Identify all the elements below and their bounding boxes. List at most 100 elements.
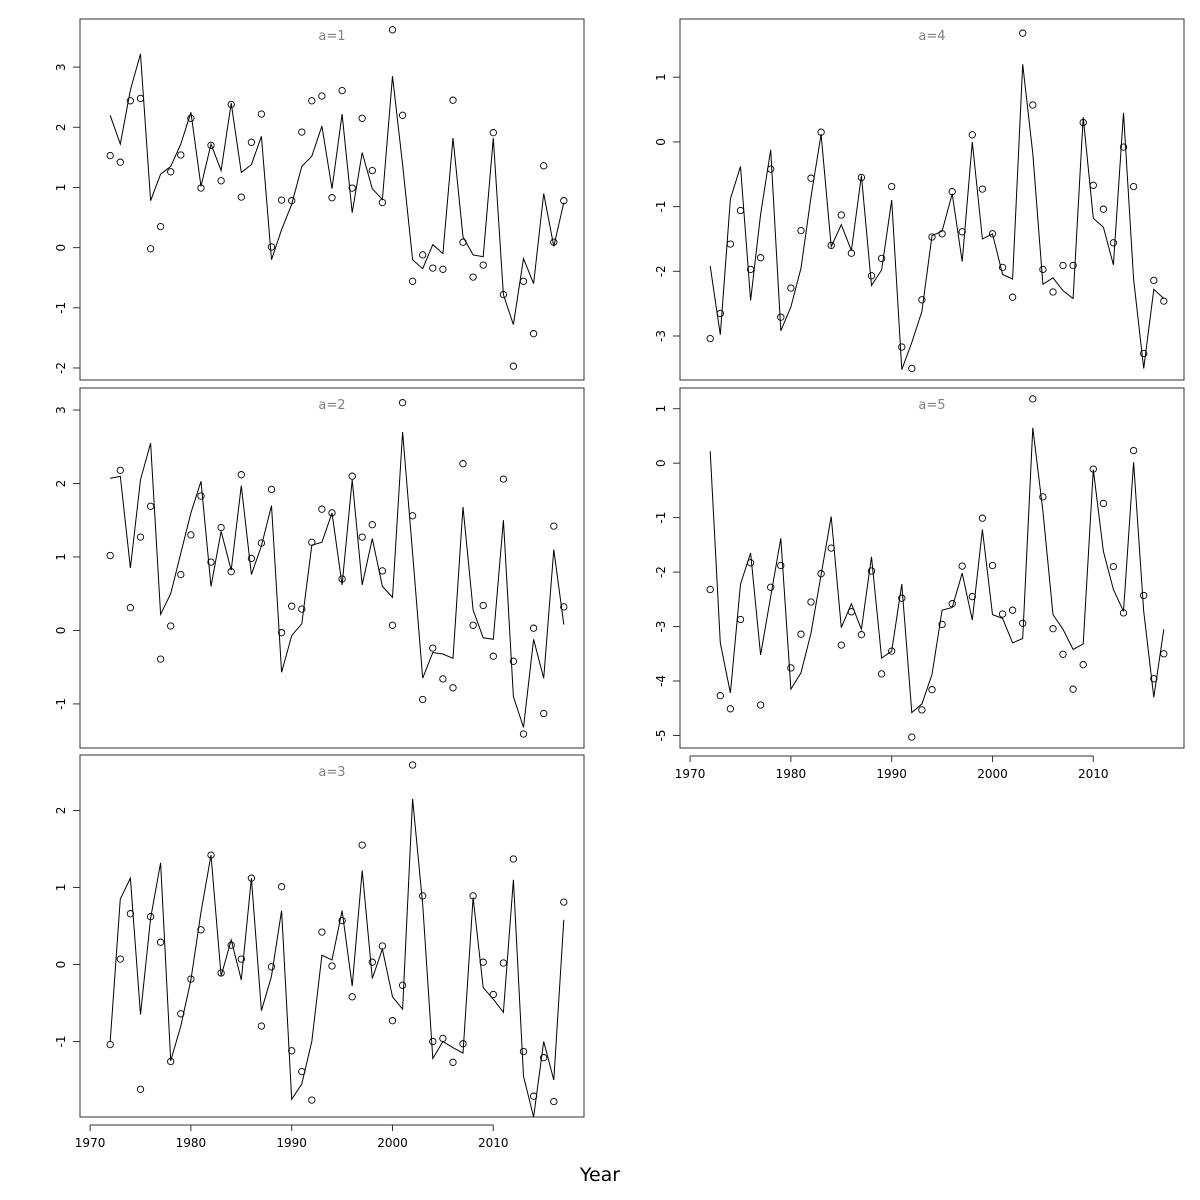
panel-a5-point — [988, 561, 997, 570]
panel-a2-point — [106, 551, 114, 560]
panel-a4-point — [928, 233, 936, 241]
panel-a2-point — [146, 502, 155, 510]
panel-a4: a=4 -3 -2 -1 0 1 — [654, 18, 1185, 381]
panel-a2-point — [449, 684, 457, 692]
panel-a2-point — [348, 472, 356, 480]
panel-a1-point — [197, 184, 205, 192]
panel-a1-ytick-label: -1 — [54, 302, 68, 314]
panel-a2-point — [439, 675, 447, 683]
panel-a3-point — [378, 942, 387, 950]
panel-a2-point — [277, 629, 286, 637]
panel-a3-point — [207, 851, 215, 859]
panel-a4-point — [1079, 118, 1087, 127]
panel-a2-point — [177, 570, 185, 579]
panel-a5-point — [1140, 591, 1148, 600]
panel-a2-point — [167, 622, 175, 630]
panel-a3: a=3 -1 0 1 2 1970 1980 1990 2000 2010 — [54, 754, 585, 1150]
panel-a3-point — [308, 1096, 316, 1104]
panel-a1-point — [499, 290, 508, 299]
panel-a1-point — [136, 94, 145, 103]
panel-a3-point — [167, 1057, 175, 1066]
panel-a2-point — [328, 509, 336, 517]
panel-a4-point — [787, 284, 795, 292]
panel-a1-point — [419, 251, 427, 259]
panel-a1-point — [550, 238, 558, 246]
panel-a4-ytick-label: 0 — [654, 138, 668, 146]
panel-a5-frame — [679, 387, 1185, 749]
panel-a3-ytick-label: 1 — [54, 884, 68, 892]
panel-a5-point — [938, 620, 946, 629]
panel-a2-ytick-label: 0 — [54, 627, 68, 635]
panel-a3-point — [489, 990, 497, 999]
panel-a1-point — [408, 277, 417, 285]
panel-a2-point — [459, 460, 467, 468]
panel-a2-point — [237, 471, 245, 479]
panel-a4-point — [958, 228, 966, 236]
panel-a2-point — [489, 652, 497, 660]
panel-a2-point — [288, 602, 296, 610]
panel-a3-title: a=3 — [318, 765, 345, 780]
panel-a5-ytick-label: -3 — [654, 621, 668, 633]
panel-a5-point — [827, 544, 835, 552]
panel-a4-point — [1150, 276, 1158, 285]
panel-a5-point — [867, 567, 876, 575]
panel-a5-point — [1099, 499, 1108, 508]
panel-a2-point — [378, 567, 387, 575]
panel-a3-point — [560, 898, 568, 906]
panel-a3-point — [227, 941, 235, 949]
panel-a3-point — [187, 975, 195, 983]
panel-a2-point — [519, 730, 528, 738]
panel-a2-point — [247, 554, 256, 563]
panel-a3-xtick-label: 1970 — [75, 1136, 106, 1150]
panel-a3-point — [298, 1067, 306, 1076]
panel-a3-point — [459, 1040, 467, 1048]
panel-a5-xtick-label: 1990 — [876, 767, 907, 781]
panel-a5-point — [736, 615, 745, 624]
panel-a4-point — [1008, 293, 1017, 301]
panel-a1-point — [187, 114, 195, 122]
panel-a3-point — [156, 938, 165, 946]
panel-a3-point — [267, 963, 276, 971]
panel-a2: a=2 -1 0 1 2 3 — [54, 387, 585, 749]
panel-a3-point — [449, 1058, 457, 1066]
panel-a4-ytick-label: -1 — [654, 201, 668, 213]
panel-a3-point — [479, 958, 487, 966]
panel-a3-point — [499, 959, 508, 967]
panel-a5-point — [1079, 661, 1087, 669]
panel-a3-point — [217, 969, 225, 977]
panel-a1-point — [348, 184, 356, 192]
panel-a1-point — [509, 362, 518, 370]
panel-a1-point — [207, 141, 215, 149]
panel-a2-point — [550, 522, 558, 530]
panel-a2-point — [529, 624, 538, 632]
panel-a5-point — [847, 608, 856, 616]
panel-a5-point — [1069, 685, 1077, 693]
panel-a4-point — [1049, 288, 1057, 296]
panel-a3-xtick-label: 1990 — [276, 1136, 307, 1150]
panel-a2-point — [156, 655, 165, 663]
panel-a3-point — [419, 892, 427, 900]
panel-a1-point — [177, 151, 185, 159]
panel-a2-point — [560, 603, 568, 611]
panel-a5-point — [1008, 606, 1017, 614]
panel-a4-point — [1039, 265, 1047, 274]
panel-a3-point — [348, 993, 356, 1001]
panel-a4-point — [1089, 181, 1097, 189]
panel-a3-series-line — [109, 798, 565, 1118]
panel-a3-point — [328, 962, 336, 970]
panel-a3-point — [388, 1017, 397, 1025]
panel-a3-point — [368, 958, 376, 966]
panel-a2-point — [419, 695, 427, 704]
panel-a4-point — [756, 254, 765, 262]
panel-a3-ytick-label: 2 — [54, 807, 68, 815]
panel-a2-point — [368, 521, 376, 529]
panel-a1-point — [328, 194, 336, 202]
panel-a3-point — [247, 874, 256, 882]
panel-a2-frame — [79, 387, 585, 749]
panel-a2-point — [197, 492, 205, 500]
panel-a5-point — [1129, 446, 1138, 455]
panel-a4-point — [1099, 205, 1108, 213]
panel-a4-point — [847, 249, 856, 257]
panel-a4-point — [807, 174, 815, 182]
panel-a1-point — [277, 196, 286, 204]
